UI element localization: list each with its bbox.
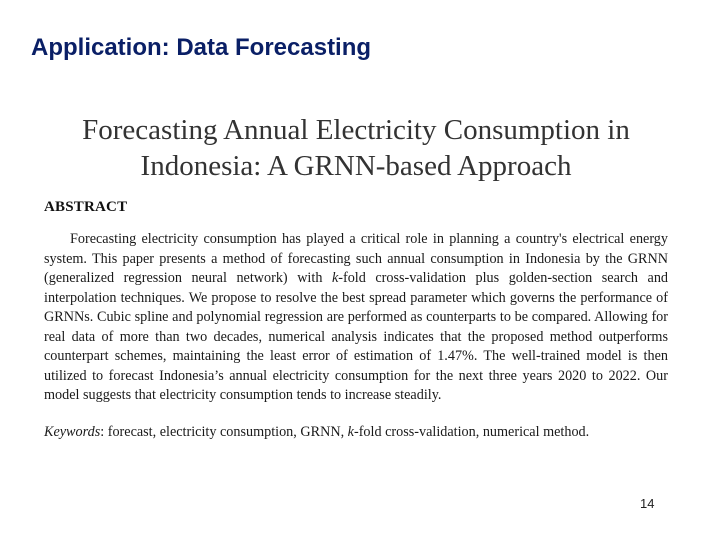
- abstract-k-italic: k: [331, 270, 339, 286]
- paper-title-line-2: Indonesia: A GRNN-based Approach: [140, 150, 572, 182]
- keywords-k-italic: k: [347, 423, 354, 440]
- paper-title: Forecasting Annual Electricity Consumpti…: [44, 112, 668, 184]
- abstract-text-part-1: Forecasting electricity consumption has …: [44, 231, 668, 286]
- abstract-heading: ABSTRACT: [44, 199, 128, 215]
- keywords-label: Keywords: [44, 423, 101, 440]
- abstract-body: Forecasting electricity consumption has …: [44, 230, 668, 406]
- page-number: 14: [640, 496, 655, 511]
- keywords-text-part-1: : forecast, electricity consumption, GRN…: [100, 423, 348, 440]
- keywords-line: Keywords: forecast, electricity consumpt…: [44, 423, 668, 443]
- abstract-text-part-2: -fold cross-validation plus golden-secti…: [44, 270, 669, 403]
- paper-excerpt: Forecasting Annual Electricity Consumpti…: [44, 112, 668, 442]
- paper-title-line-1: Forecasting Annual Electricity Consumpti…: [82, 114, 630, 146]
- keywords-text-part-2: -fold cross-validation, numerical method…: [353, 423, 590, 440]
- slide-title: Application: Data Forecasting: [31, 34, 372, 61]
